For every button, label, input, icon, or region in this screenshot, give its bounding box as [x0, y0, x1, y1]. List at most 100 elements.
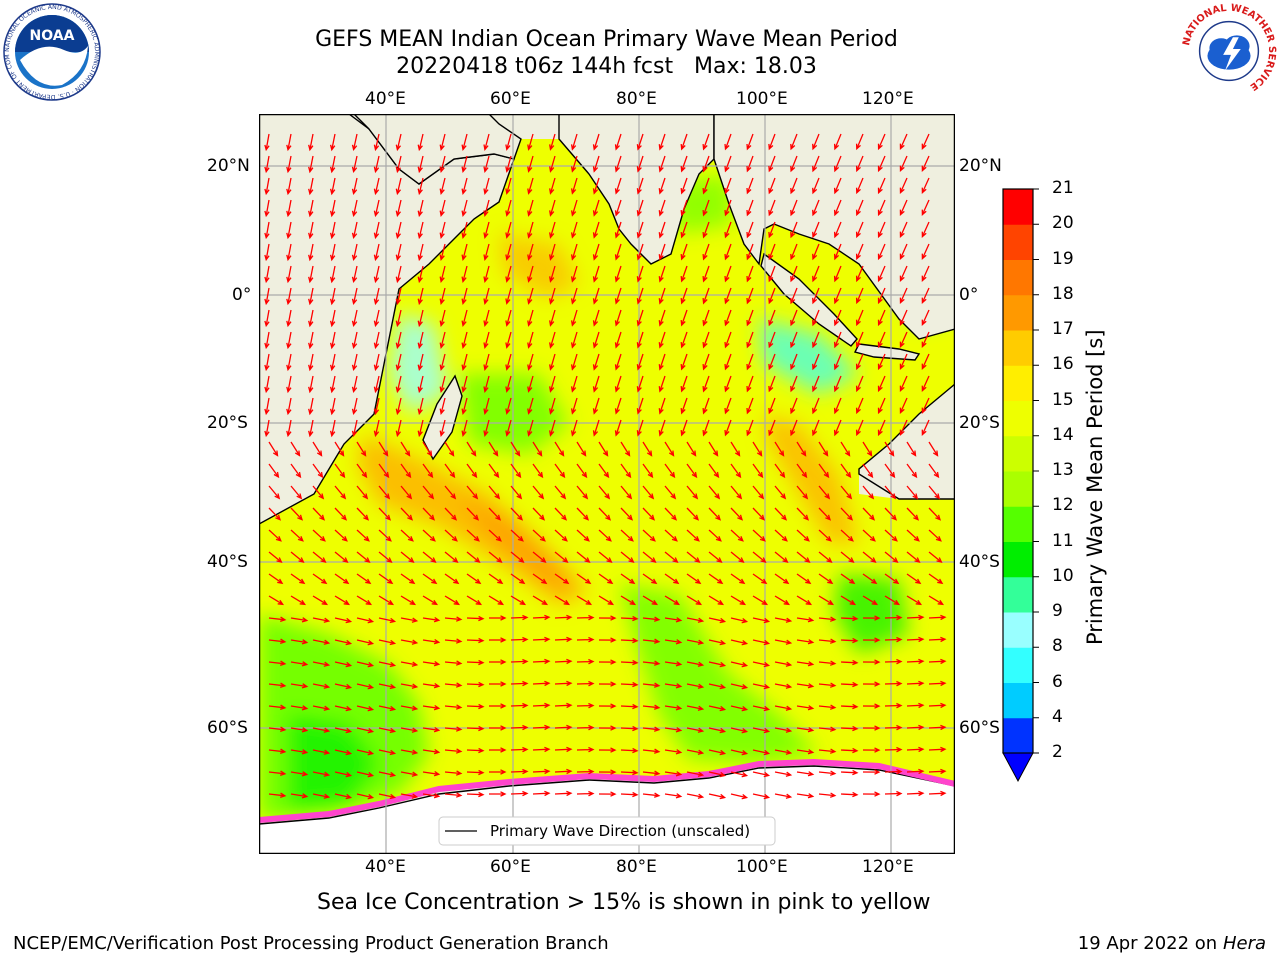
wave-arrow — [708, 595, 725, 606]
wave-arrow — [510, 724, 529, 731]
wave-arrow — [290, 507, 304, 521]
wave-arrow — [855, 265, 864, 283]
wave-arrow — [510, 768, 529, 775]
colorbar-segment — [1003, 365, 1033, 401]
wave-arrow — [833, 419, 842, 437]
wave-arrow — [489, 769, 507, 775]
colorbar-tick-label: 10 — [1052, 565, 1074, 586]
wave-arrow — [812, 133, 820, 151]
wave-arrow — [532, 702, 551, 709]
wave-arrow — [796, 771, 815, 777]
wave-arrow — [746, 221, 754, 239]
wave-arrow — [554, 463, 566, 479]
wave-arrow — [554, 573, 570, 585]
wave-arrow — [395, 331, 402, 350]
wave-arrow — [614, 221, 622, 239]
wave-arrow — [746, 353, 754, 371]
wave-arrow — [686, 529, 700, 542]
wave-arrow — [768, 309, 776, 327]
wave-arrow — [290, 595, 307, 606]
wave-arrow — [286, 155, 292, 174]
wave-arrow — [505, 287, 512, 305]
wave-arrow — [664, 661, 683, 667]
wave-arrow — [884, 790, 903, 797]
wave-arrow — [884, 551, 899, 564]
wave-arrow — [658, 177, 666, 195]
wave-arrow — [264, 177, 270, 196]
wave-arrow — [592, 155, 600, 173]
wave-arrow — [483, 243, 490, 262]
wave-arrow — [614, 199, 622, 217]
wave-arrow — [812, 155, 820, 173]
wave-arrow — [576, 441, 587, 457]
wave-arrow — [928, 768, 947, 775]
wave-arrow — [439, 221, 446, 239]
wave-arrow — [812, 397, 820, 415]
wave-arrow — [527, 177, 534, 195]
wave-arrow — [461, 177, 468, 195]
wave-arrow — [329, 287, 336, 306]
wave-arrow — [466, 681, 485, 688]
wave-arrow — [312, 595, 329, 606]
wave-arrow — [812, 177, 820, 195]
wave-arrow — [532, 614, 551, 621]
lon-tick-top: 120°E — [862, 89, 914, 109]
wave-arrow — [862, 747, 881, 753]
wave-arrow — [906, 636, 925, 643]
wave-arrow — [576, 529, 590, 542]
wave-arrow — [686, 749, 705, 755]
wave-arrow — [664, 529, 678, 542]
wave-arrow — [855, 243, 864, 261]
wave-arrow — [592, 331, 600, 349]
wave-arrow — [351, 419, 358, 438]
wave-arrow — [746, 331, 754, 349]
wave-arrow — [286, 287, 292, 306]
wave-arrow — [422, 616, 441, 623]
wave-arrow — [818, 638, 837, 644]
wave-arrow — [774, 705, 793, 711]
wave-arrow — [308, 177, 314, 196]
wave-arrow — [483, 397, 490, 416]
wave-arrow — [264, 331, 270, 350]
wave-arrow — [752, 529, 766, 542]
wave-arrow — [796, 441, 807, 457]
wave-arrow — [505, 353, 512, 371]
noaa-logo: NATIONAL OCEANIC AND ATMOSPHERIC ADMINIS… — [2, 2, 101, 101]
wave-arrow — [308, 221, 314, 240]
wave-arrow — [592, 353, 600, 371]
wave-arrow — [899, 397, 908, 414]
wave-arrow — [899, 265, 908, 282]
wave-arrow — [532, 551, 547, 564]
wave-period-map: Primary Wave Direction (unscaled) — [259, 114, 955, 854]
wave-arrow — [576, 551, 591, 564]
wave-arrow — [592, 375, 600, 393]
wave-arrow — [812, 221, 820, 239]
wave-arrow — [730, 661, 749, 668]
wave-arrow — [774, 771, 793, 777]
wave-arrow — [928, 702, 947, 709]
wave-arrow — [422, 507, 436, 521]
wave-arrow — [422, 485, 435, 500]
wave-arrow — [417, 177, 424, 196]
wave-arrow — [312, 771, 331, 777]
wave-arrow — [664, 771, 683, 777]
wave-arrow — [312, 463, 324, 479]
wave-arrow — [730, 529, 744, 542]
wave-arrow — [570, 375, 578, 393]
wave-arrow — [746, 177, 754, 195]
wave-arrow — [664, 463, 676, 479]
wave-arrow — [592, 287, 600, 305]
wave-arrow — [268, 704, 287, 711]
wave-arrow — [570, 133, 578, 151]
wave-arrow — [664, 683, 683, 689]
wave-arrow — [308, 155, 314, 174]
wave-arrow — [620, 529, 634, 542]
wave-arrow — [658, 331, 666, 349]
wave-arrow — [483, 309, 490, 328]
wave-arrow — [598, 485, 611, 500]
wave-arrow — [510, 702, 529, 709]
wave-arrow — [576, 746, 595, 753]
wave-arrow — [862, 703, 881, 709]
colorbar-segment — [1003, 259, 1033, 296]
wave-arrow — [510, 680, 529, 687]
